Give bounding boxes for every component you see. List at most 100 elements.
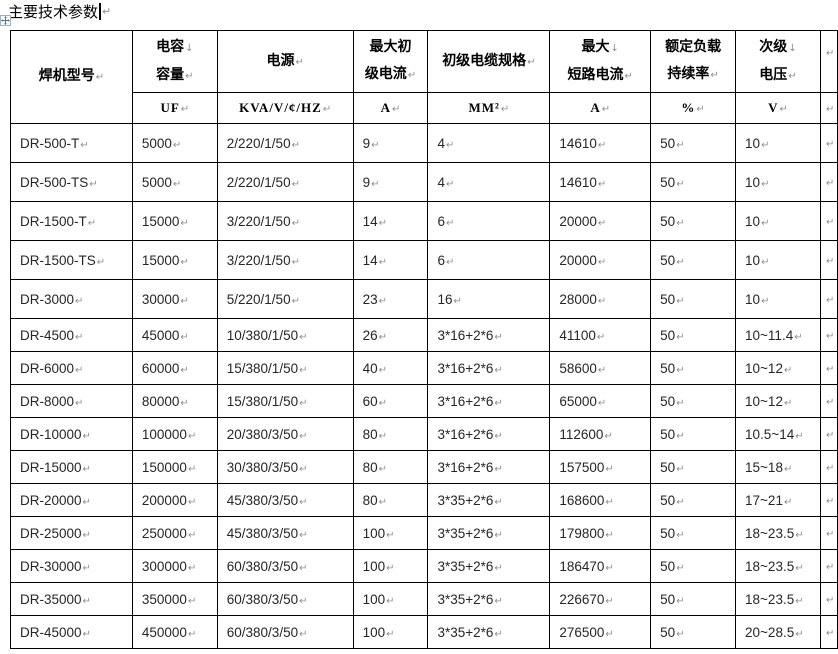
cell-max-primary-current[interactable]: 14↵ <box>352 240 429 280</box>
cell-max-short-circuit-current[interactable]: 14610↵ <box>549 123 652 163</box>
cell-power-supply[interactable]: 3/220/1/50↵ <box>216 201 354 241</box>
cell-max-short-circuit-current[interactable]: 20000↵ <box>549 201 652 241</box>
cell-primary-cable-spec[interactable]: 3*16+2*6↵ <box>427 351 551 385</box>
cell-max-primary-current[interactable]: 100↵ <box>352 549 429 583</box>
cell-primary-cable-spec[interactable]: 4↵ <box>427 162 551 202</box>
cell-model[interactable]: DR-35000↵ <box>10 582 133 616</box>
cell-max-primary-current[interactable]: 26↵ <box>352 318 429 352</box>
cell-model[interactable]: DR-3000↵ <box>10 279 133 319</box>
cell-max-short-circuit-current[interactable]: 28000↵ <box>549 279 652 319</box>
cell-power-supply[interactable]: 2/220/1/50↵ <box>216 123 354 163</box>
header-max-primary-current[interactable]: 最大初 级电流↵ <box>352 30 429 93</box>
cell-power-supply[interactable]: 60/380/3/50↵ <box>216 582 354 616</box>
cell-primary-cable-spec[interactable]: 3*16+2*6↵ <box>427 318 551 352</box>
cell-max-primary-current[interactable]: 80↵ <box>352 450 429 484</box>
cell-max-primary-current[interactable]: 60↵ <box>352 384 429 418</box>
header-power-supply[interactable]: 电源↵ <box>216 30 354 93</box>
cell-max-primary-current[interactable]: 40↵ <box>352 351 429 385</box>
cell-max-short-circuit-current[interactable]: 179800↵ <box>549 516 652 550</box>
cell-rated-duty-cycle[interactable]: 50↵ <box>650 318 737 352</box>
unit-max-short-circuit-current[interactable]: A↵ <box>549 92 652 124</box>
cell-secondary-voltage[interactable]: 17~21↵ <box>735 483 821 517</box>
cell-secondary-voltage[interactable]: 10↵ <box>735 123 821 163</box>
cell-rated-duty-cycle[interactable]: 50↵ <box>650 516 737 550</box>
cell-model[interactable]: DR-1500-T↵ <box>10 201 133 241</box>
cell-capacitance[interactable]: 250000↵ <box>131 516 218 550</box>
cell-max-short-circuit-current[interactable]: 112600↵ <box>549 417 652 451</box>
cell-secondary-voltage[interactable]: 10~12↵ <box>735 351 821 385</box>
cell-capacitance[interactable]: 150000↵ <box>131 450 218 484</box>
cell-primary-cable-spec[interactable]: 3*35+2*6↵ <box>427 516 551 550</box>
cell-rated-duty-cycle[interactable]: 50↵ <box>650 279 737 319</box>
cell-power-supply[interactable]: 60/380/3/50↵ <box>216 615 354 649</box>
cell-power-supply[interactable]: 15/380/1/50↵ <box>216 351 354 385</box>
document-title-line[interactable]: 主要技术参数 ↵ <box>8 0 111 22</box>
header-model[interactable]: 焊机型号↵ <box>10 30 133 124</box>
cell-secondary-voltage[interactable]: 10↵ <box>735 201 821 241</box>
cell-model[interactable]: DR-30000↵ <box>10 549 133 583</box>
unit-rated-duty-cycle[interactable]: %↵ <box>650 92 737 124</box>
cell-power-supply[interactable]: 45/380/3/50↵ <box>216 516 354 550</box>
header-capacitance[interactable]: 电容↓ 容量↵ <box>131 30 218 93</box>
cell-max-primary-current[interactable]: 9↵ <box>352 123 429 163</box>
cell-capacitance[interactable]: 30000↵ <box>131 279 218 319</box>
cell-primary-cable-spec[interactable]: 3*16+2*6↵ <box>427 384 551 418</box>
cell-power-supply[interactable]: 20/380/3/50↵ <box>216 417 354 451</box>
cell-secondary-voltage[interactable]: 10.5~14↵ <box>735 417 821 451</box>
unit-secondary-voltage[interactable]: V↵ <box>735 92 821 124</box>
cell-secondary-voltage[interactable]: 10↵ <box>735 162 821 202</box>
cell-secondary-voltage[interactable]: 18~23.5↵ <box>735 516 821 550</box>
cell-rated-duty-cycle[interactable]: 50↵ <box>650 162 737 202</box>
cell-model[interactable]: DR-6000↵ <box>10 351 133 385</box>
cell-power-supply[interactable]: 60/380/3/50↵ <box>216 549 354 583</box>
cell-rated-duty-cycle[interactable]: 50↵ <box>650 417 737 451</box>
cell-primary-cable-spec[interactable]: 3*35+2*6↵ <box>427 549 551 583</box>
header-max-short-circuit-current[interactable]: 最大↓ 短路电流↵ <box>549 30 652 93</box>
cell-capacitance[interactable]: 5000↵ <box>131 162 218 202</box>
cell-capacitance[interactable]: 300000↵ <box>131 549 218 583</box>
cell-capacitance[interactable]: 350000↵ <box>131 582 218 616</box>
cell-capacitance[interactable]: 80000↵ <box>131 384 218 418</box>
cell-rated-duty-cycle[interactable]: 50↵ <box>650 582 737 616</box>
unit-max-primary-current[interactable]: A↵ <box>352 92 429 124</box>
cell-model[interactable]: DR-1500-TS↵ <box>10 240 133 280</box>
cell-secondary-voltage[interactable]: 10~12↵ <box>735 384 821 418</box>
table-move-handle[interactable] <box>0 15 11 26</box>
cell-power-supply[interactable]: 15/380/1/50↵ <box>216 384 354 418</box>
cell-secondary-voltage[interactable]: 18~23.5↵ <box>735 582 821 616</box>
cell-rated-duty-cycle[interactable]: 50↵ <box>650 615 737 649</box>
cell-model[interactable]: DR-10000↵ <box>10 417 133 451</box>
cell-rated-duty-cycle[interactable]: 50↵ <box>650 384 737 418</box>
cell-power-supply[interactable]: 30/380/3/50↵ <box>216 450 354 484</box>
cell-model[interactable]: DR-15000↵ <box>10 450 133 484</box>
cell-max-primary-current[interactable]: 14↵ <box>352 201 429 241</box>
cell-secondary-voltage[interactable]: 15~18↵ <box>735 450 821 484</box>
header-primary-cable-spec[interactable]: 初级电缆规格↵ <box>427 30 551 93</box>
cell-capacitance[interactable]: 60000↵ <box>131 351 218 385</box>
cell-power-supply[interactable]: 3/220/1/50↵ <box>216 240 354 280</box>
cell-capacitance[interactable]: 15000↵ <box>131 240 218 280</box>
cell-secondary-voltage[interactable]: 20~28.5↵ <box>735 615 821 649</box>
cell-max-short-circuit-current[interactable]: 168600↵ <box>549 483 652 517</box>
cell-secondary-voltage[interactable]: 10↵ <box>735 279 821 319</box>
cell-capacitance[interactable]: 200000↵ <box>131 483 218 517</box>
cell-max-short-circuit-current[interactable]: 58600↵ <box>549 351 652 385</box>
cell-max-short-circuit-current[interactable]: 20000↵ <box>549 240 652 280</box>
cell-primary-cable-spec[interactable]: 3*16+2*6↵ <box>427 417 551 451</box>
cell-max-primary-current[interactable]: 80↵ <box>352 483 429 517</box>
cell-max-short-circuit-current[interactable]: 276500↵ <box>549 615 652 649</box>
cell-secondary-voltage[interactable]: 18~23.5↵ <box>735 549 821 583</box>
cell-primary-cable-spec[interactable]: 3*35+2*6↵ <box>427 615 551 649</box>
cell-power-supply[interactable]: 5/220/1/50↵ <box>216 279 354 319</box>
cell-model[interactable]: DR-4500↵ <box>10 318 133 352</box>
cell-capacitance[interactable]: 450000↵ <box>131 615 218 649</box>
unit-primary-cable-spec[interactable]: MM²↵ <box>427 92 551 124</box>
cell-power-supply[interactable]: 10/380/1/50↵ <box>216 318 354 352</box>
cell-primary-cable-spec[interactable]: 6↵ <box>427 240 551 280</box>
cell-primary-cable-spec[interactable]: 3*35+2*6↵ <box>427 582 551 616</box>
unit-capacitance[interactable]: UF↵ <box>131 92 218 124</box>
cell-max-primary-current[interactable]: 100↵ <box>352 615 429 649</box>
cell-power-supply[interactable]: 45/380/3/50↵ <box>216 483 354 517</box>
cell-model[interactable]: DR-500-TS↵ <box>10 162 133 202</box>
cell-rated-duty-cycle[interactable]: 50↵ <box>650 549 737 583</box>
